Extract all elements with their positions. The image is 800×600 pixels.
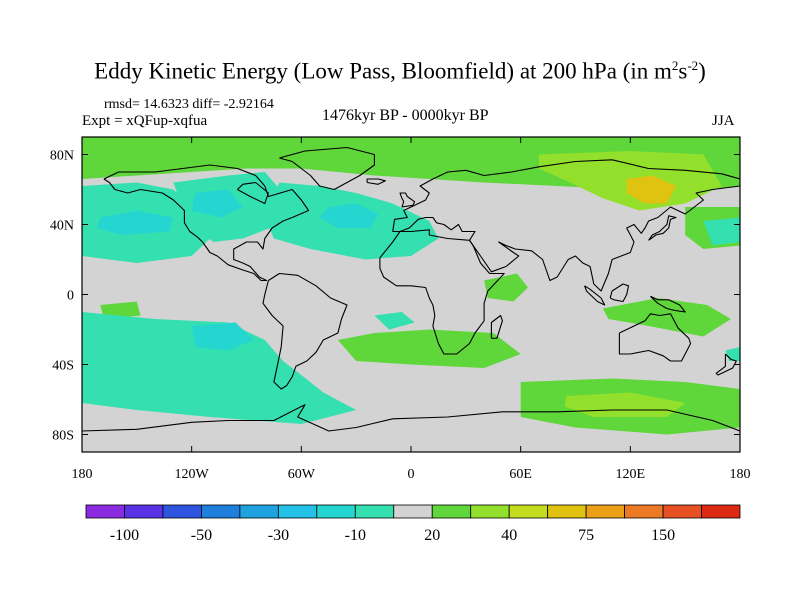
colorbar-swatch-12 [547, 504, 587, 519]
title-text: Eddy Kinetic Energy (Low Pass, Bloomfiel… [94, 58, 672, 84]
title-unit: s [678, 58, 688, 84]
x-tick-label-5: 120E [616, 467, 646, 482]
colorbar-swatch-11 [508, 504, 549, 519]
coastline-australia [618, 313, 692, 362]
coastline-africa [379, 229, 505, 355]
colorbar-label-7: 150 [651, 527, 675, 544]
colorbar-swatch-8 [393, 504, 433, 519]
coastline-south-america [262, 272, 348, 390]
region-n-atlantic-blue [319, 203, 379, 228]
region-maritime-green [602, 298, 731, 337]
region-s-atlantic-green [337, 329, 521, 368]
coastline-new-guinea [650, 295, 686, 313]
y-tick-label-2: 0 [67, 289, 74, 304]
y-tick-label-1: 40N [50, 219, 74, 234]
colorbar-swatch-1 [124, 504, 164, 519]
colorbar-label-3: -10 [345, 527, 366, 544]
colorbar-swatch-14 [624, 504, 664, 519]
region-e-pacific-green-small [100, 301, 141, 319]
colorbar-swatch-6 [316, 504, 356, 519]
x-tick-label-6: 180 [730, 467, 751, 482]
colorbar-swatch-13 [585, 504, 625, 519]
x-tick-label-3: 0 [408, 467, 415, 482]
stats-label: rmsd= 14.6323 diff= -2.92164 [104, 97, 274, 112]
colorbar-swatch-7 [354, 504, 395, 519]
region-s-pacific-blue [191, 322, 254, 351]
colorbar-label-5: 40 [501, 527, 517, 544]
colorbar-label-1: -50 [191, 527, 212, 544]
chart-title: Eddy Kinetic Energy (Low Pass, Bloomfiel… [0, 58, 800, 85]
x-tick-label-4: 60E [509, 467, 532, 482]
colorbar-swatch-10 [470, 504, 510, 519]
title-exponent-2: -2 [687, 58, 699, 73]
coastline-madagascar [490, 314, 503, 339]
y-axis: 80N 40N 0 40S 80S [50, 149, 740, 444]
coastline-uk [399, 192, 416, 208]
region-s-atlantic-cyan-small [374, 312, 415, 330]
season-label: JJA [712, 113, 735, 129]
coastline-iceland [366, 178, 386, 185]
colorbar-swatch-15 [662, 504, 702, 519]
colorbar-swatch-9 [431, 504, 472, 519]
colorbar-label-2: -30 [268, 527, 289, 544]
y-tick-label-4: 80S [52, 429, 74, 444]
coastline-greenland [279, 146, 375, 191]
coastline-new-zealand [715, 353, 737, 376]
colorbar-swatch-2 [162, 504, 202, 519]
coastline-antarctica [82, 404, 740, 432]
experiment-label: Expt = xQFup-xqfua [82, 113, 208, 129]
x-axis: 180 120W 60W 0 60E 120E 180 [72, 137, 751, 482]
map-field [82, 137, 740, 452]
coastline-north-america [103, 164, 310, 282]
region-n-pacific-east-cyan [703, 217, 740, 246]
coastline-borneo [609, 283, 630, 303]
x-tick-label-2: 60W [288, 467, 316, 482]
colorbar-label-6: 75 [578, 527, 594, 544]
x-tick-label-1: 120W [175, 467, 210, 482]
region-s-pacific-cyan [82, 312, 357, 424]
region-arabia-green [484, 273, 528, 302]
colorbar-label-4: 20 [424, 527, 440, 544]
coastline-eurasia [392, 159, 740, 232]
coastline-sumatra [584, 285, 606, 306]
colorbar-swatch-0 [85, 504, 125, 519]
coastlines [82, 146, 740, 432]
region-siberia-peak [626, 175, 676, 204]
colorbar-swatch-4 [239, 504, 279, 519]
x-tick-label-0: 180 [72, 467, 93, 482]
colorbar-swatch-3 [201, 504, 241, 519]
colorbar-label-0: -100 [110, 527, 139, 544]
region-n-america-blue [191, 189, 243, 218]
coastline-japan [648, 215, 677, 241]
title-exponent-1: 2 [671, 58, 679, 73]
coastline-eurasia-south [392, 185, 740, 292]
title-close: ) [698, 58, 706, 84]
colorbar-swatch-16 [701, 504, 741, 519]
colorbar: -100 -50 -30 -10 20 40 75 150 [85, 504, 741, 544]
period-label: 1476kyr BP - 0000kyr BP [322, 107, 489, 124]
coastline-hudson-bay [237, 181, 269, 205]
region-n-pacific-blue [96, 210, 174, 235]
y-tick-label-3: 40S [52, 359, 74, 374]
y-tick-label-0: 80N [50, 149, 74, 164]
colorbar-swatch-5 [277, 504, 318, 519]
